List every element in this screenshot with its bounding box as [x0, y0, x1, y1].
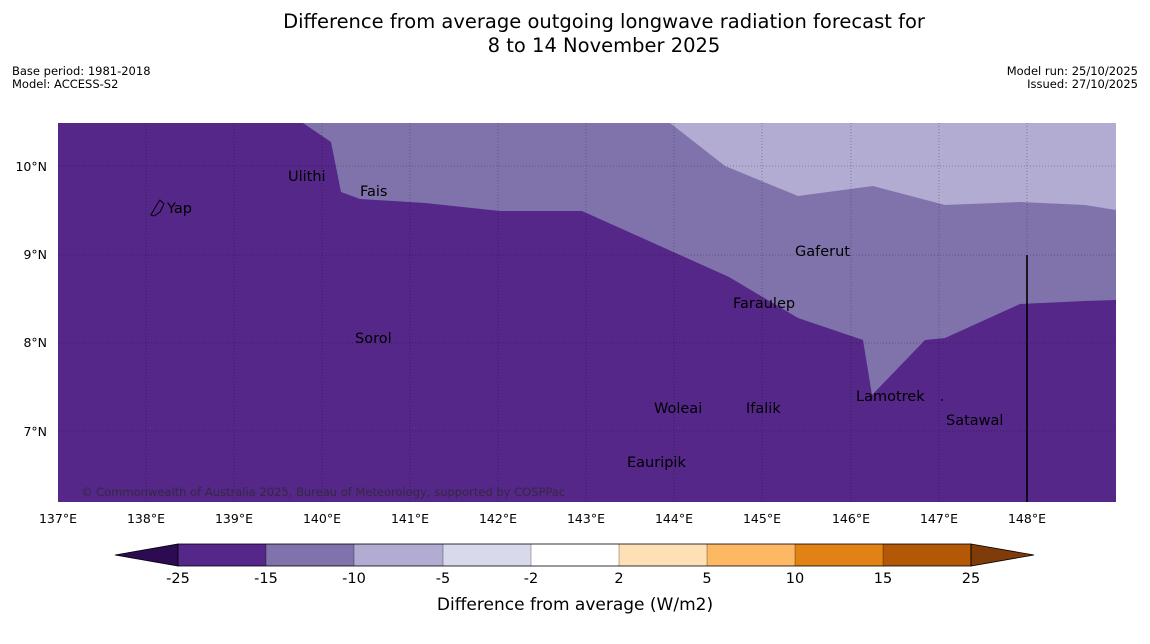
lon-label-148: 148°E — [1008, 511, 1046, 526]
lon-label-139: 139°E — [215, 511, 253, 526]
place-ulithi: Ulithi — [288, 169, 326, 185]
colorbar-bin-7 — [707, 544, 795, 566]
lon-label-140: 140°E — [303, 511, 341, 526]
island-dot — [941, 399, 943, 401]
lon-label-146: 146°E — [832, 511, 870, 526]
colorbar-label-2: 2 — [614, 571, 623, 587]
colorbar-bin-5 — [531, 544, 619, 566]
lon-label-144: 144°E — [655, 511, 693, 526]
lon-label-137: 137°E — [39, 511, 77, 526]
map-title: Difference from average outgoing longwav… — [0, 10, 1150, 58]
lat-axis-labels: 10°N 9°N 8°N 7°N — [15, 159, 47, 439]
lat-label-9: 9°N — [23, 247, 47, 262]
model-name: Model: ACCESS-S2 — [12, 77, 119, 91]
colorbar-extend-low — [114, 543, 179, 567]
map-area — [58, 123, 1116, 502]
place-fais: Fais — [360, 184, 387, 200]
lon-label-145: 145°E — [743, 511, 781, 526]
colorbar-label-minus2: -2 — [524, 571, 538, 587]
place-lamotrek: Lamotrek — [856, 389, 925, 405]
colorbar: -25 -15 -10 -5 -2 2 5 10 15 25 Differenc… — [114, 543, 1035, 615]
place-eauripik: Eauripik — [627, 455, 686, 471]
yap-island-shape — [150, 199, 165, 217]
colorbar-label-5: 5 — [702, 571, 711, 587]
lon-label-147: 147°E — [920, 511, 958, 526]
colorbar-bin-2 — [266, 544, 354, 566]
title-line-1: Difference from average outgoing longwav… — [283, 10, 925, 33]
colorbar-title: Difference from average (W/m2) — [437, 595, 713, 615]
colorbar-extend-high — [970, 543, 1035, 567]
lat-label-8: 8°N — [23, 335, 47, 350]
place-labels: Yap Ulithi Fais Gaferut Faraulep Sorol L… — [166, 169, 1003, 471]
lon-label-141: 141°E — [391, 511, 429, 526]
colorbar-label-minus15: -15 — [254, 571, 278, 587]
lon-label-142: 142°E — [479, 511, 517, 526]
colorbar-label-15: 15 — [874, 571, 892, 587]
colorbar-label-minus10: -10 — [342, 571, 366, 587]
lat-label-7: 7°N — [23, 424, 47, 439]
colorbar-bin-4 — [443, 544, 531, 566]
place-satawal: Satawal — [946, 413, 1003, 429]
lat-label-10: 10°N — [15, 159, 47, 174]
place-faraulep: Faraulep — [733, 296, 795, 312]
base-period: Base period: 1981-2018 — [12, 64, 151, 78]
colorbar-label-25: 25 — [962, 571, 980, 587]
colorbar-bin-1 — [178, 544, 266, 566]
colorbar-outline — [177, 543, 972, 567]
colorbar-bin-3 — [354, 544, 443, 566]
colorbar-label-minus5: -5 — [436, 571, 450, 587]
meta-left: Base period: 1981-2018 Model: ACCESS-S2 — [12, 65, 151, 91]
copyright-text: © Commonwealth of Australia 2025, Bureau… — [81, 485, 565, 499]
region-minus10-to-minus5 — [670, 123, 1116, 210]
place-sorol: Sorol — [355, 331, 392, 347]
model-run: Model run: 25/10/2025 — [1006, 64, 1138, 78]
lon-axis-labels: 137°E 138°E 139°E 140°E 141°E 142°E 143°… — [39, 511, 1046, 526]
title-line-2: 8 to 14 November 2025 — [487, 34, 721, 57]
lon-label-143: 143°E — [567, 511, 605, 526]
colorbar-bin-6 — [619, 544, 707, 566]
place-ifalik: Ifalik — [746, 401, 781, 417]
graticule — [58, 123, 1116, 502]
colorbar-bin-8 — [795, 544, 883, 566]
colorbar-label-minus25: -25 — [166, 571, 190, 587]
colorbar-label-10: 10 — [786, 571, 804, 587]
lon-label-138: 138°E — [127, 511, 165, 526]
meta-right: Model run: 25/10/2025 Issued: 27/10/2025 — [1007, 65, 1138, 91]
place-yap: Yap — [166, 201, 192, 217]
place-gaferut: Gaferut — [795, 244, 850, 260]
colorbar-bin-9 — [883, 544, 971, 566]
issued-date: Issued: 27/10/2025 — [1027, 77, 1138, 91]
place-woleai: Woleai — [654, 401, 702, 417]
